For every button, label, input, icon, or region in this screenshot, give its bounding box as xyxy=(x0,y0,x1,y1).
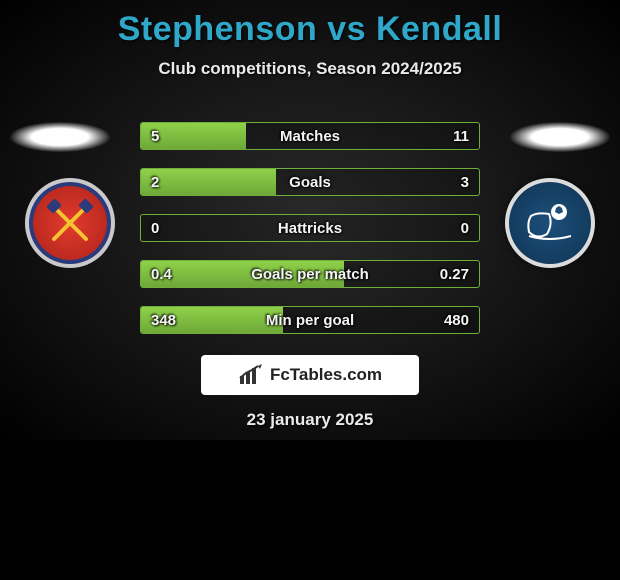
page-title: Stephenson vs Kendall xyxy=(0,10,620,49)
stat-row-min-per-goal: 348 Min per goal 480 xyxy=(140,306,480,334)
halo-right xyxy=(510,122,610,152)
stat-row-matches: 5 Matches 11 xyxy=(140,122,480,150)
stat-right-value: 0.27 xyxy=(440,261,469,288)
snapshot-date: 23 january 2025 xyxy=(0,410,620,430)
stat-label: Hattricks xyxy=(141,215,479,242)
stat-bars: 5 Matches 11 2 Goals 3 0 Hattricks 0 0.4… xyxy=(140,122,480,352)
subtitle: Club competitions, Season 2024/2025 xyxy=(0,59,620,79)
stat-right-value: 480 xyxy=(444,307,469,334)
stat-label: Matches xyxy=(141,123,479,150)
football-shield-icon xyxy=(525,198,575,248)
stat-label: Goals xyxy=(141,169,479,196)
stat-right-value: 11 xyxy=(453,123,469,150)
stat-row-goals: 2 Goals 3 xyxy=(140,168,480,196)
brand-text: FcTables.com xyxy=(270,365,382,385)
halo-left xyxy=(10,122,110,152)
hammers-icon xyxy=(46,199,94,247)
comparison-card: Stephenson vs Kendall Club competitions,… xyxy=(0,0,620,440)
stat-label: Goals per match xyxy=(141,261,479,288)
brand-badge: FcTables.com xyxy=(201,355,419,395)
stat-row-hattricks: 0 Hattricks 0 xyxy=(140,214,480,242)
club-crest-right xyxy=(505,178,595,268)
club-crest-left xyxy=(25,178,115,268)
stat-right-value: 0 xyxy=(461,215,469,242)
stat-row-goals-per-match: 0.4 Goals per match 0.27 xyxy=(140,260,480,288)
bar-chart-icon xyxy=(238,364,264,386)
stat-right-value: 3 xyxy=(461,169,469,196)
stat-label: Min per goal xyxy=(141,307,479,334)
